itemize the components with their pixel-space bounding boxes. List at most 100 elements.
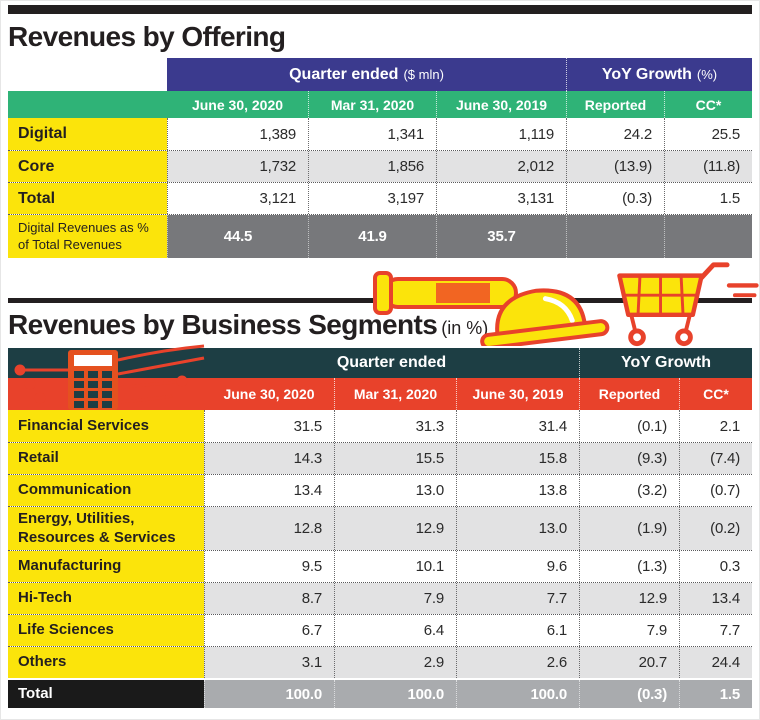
cell-value: 2.9 (334, 647, 456, 678)
segments-group-header-row: Quarter ended YoY Growth (8, 348, 752, 378)
cell-value: 24.4 (679, 647, 752, 678)
cell-value: (0.2) (679, 507, 752, 550)
group-header-unit: (%) (696, 67, 718, 82)
cell-value (664, 215, 752, 258)
row-label: Financial Services (8, 410, 204, 442)
table-row-core: Core 1,732 1,856 2,012 (13.9) (11.8) (8, 150, 752, 182)
cell-value: (0.3) (579, 680, 679, 708)
cell-value: (9.3) (579, 443, 679, 474)
column-header: Mar 31, 2020 (334, 378, 456, 410)
cell-value: 6.7 (204, 615, 334, 646)
cell-value: 3,197 (308, 183, 436, 214)
cell-value: (1.9) (579, 507, 679, 550)
cell-value: (13.9) (566, 151, 664, 182)
cell-value: 3.1 (204, 647, 334, 678)
cell-value: 7.9 (334, 583, 456, 614)
table-row-retail: Retail 14.3 15.5 15.8 (9.3) (7.4) (8, 442, 752, 474)
cell-value: 1,341 (308, 118, 436, 150)
row-label: Core (8, 151, 167, 182)
hard-hat-icon (480, 288, 610, 346)
group-header-label: Quarter ended (289, 65, 399, 83)
row-label: Communication (8, 475, 204, 506)
table-row-energy-utilities: Energy, Utilities, Resources & Services … (8, 506, 752, 550)
cell-value: (11.8) (664, 151, 752, 182)
cell-value: (0.7) (679, 475, 752, 506)
shopping-cart-icon (617, 262, 759, 347)
offering-column-header-row: June 30, 2020 Mar 31, 2020 June 30, 2019… (8, 91, 752, 118)
cell-value: 15.8 (456, 443, 579, 474)
table-row-total: Total 3,121 3,197 3,131 (0.3) 1.5 (8, 182, 752, 214)
cell-value: 3,121 (167, 183, 308, 214)
cell-value: (7.4) (679, 443, 752, 474)
calculator-icon (14, 344, 205, 410)
offering-title-text: Revenues by Offering (8, 21, 286, 52)
cell-value: 6.4 (334, 615, 456, 646)
cell-value: 35.7 (436, 215, 566, 258)
cell-value: 9.5 (204, 551, 334, 582)
header-spacer (8, 58, 167, 91)
cell-value: 44.5 (167, 215, 308, 258)
cell-value: 1.5 (679, 680, 752, 708)
table-row-financial-services: Financial Services 31.5 31.3 31.4 (0.1) … (8, 410, 752, 442)
cell-value: (0.1) (579, 410, 679, 442)
cell-value (566, 215, 664, 258)
cell-value: 100.0 (204, 680, 334, 708)
column-header: June 30, 2019 (456, 378, 579, 410)
cell-value: 7.7 (679, 615, 752, 646)
cell-value: 12.9 (334, 507, 456, 550)
yoy-growth-group-header: YoY Growth (%) (566, 58, 752, 91)
cell-value: 9.6 (456, 551, 579, 582)
cell-value: 31.5 (204, 410, 334, 442)
cell-value: 12.9 (579, 583, 679, 614)
yoy-growth-group-header: YoY Growth (579, 348, 752, 378)
row-label: Manufacturing (8, 551, 204, 582)
column-header: CC* (679, 378, 752, 410)
table-row-manufacturing: Manufacturing 9.5 10.1 9.6 (1.3) 0.3 (8, 550, 752, 582)
cell-value: 1,856 (308, 151, 436, 182)
segments-column-header-row: June 30, 2020 Mar 31, 2020 June 30, 2019… (8, 378, 752, 410)
segments-table: Quarter ended YoY Growth June 30, 2020 M… (8, 348, 752, 708)
cell-value: 6.1 (456, 615, 579, 646)
row-label: Energy, Utilities, Resources & Services (8, 507, 204, 550)
row-label: Hi-Tech (8, 583, 204, 614)
cell-value: 13.0 (334, 475, 456, 506)
cell-value: 13.0 (456, 507, 579, 550)
table-row-life-sciences: Life Sciences 6.7 6.4 6.1 7.9 7.7 (8, 614, 752, 646)
cell-value: 24.2 (566, 118, 664, 150)
cell-value: 31.4 (456, 410, 579, 442)
cell-value: 1,389 (167, 118, 308, 150)
header-spacer (8, 91, 167, 118)
cell-value: 41.9 (308, 215, 436, 258)
column-header: June 30, 2019 (436, 91, 566, 118)
top-rule (8, 5, 752, 14)
cell-value: (3.2) (579, 475, 679, 506)
group-header-label: YoY Growth (601, 65, 692, 83)
segments-title: Revenues by Business Segments (in %) (8, 309, 488, 341)
quarter-ended-group-header: Quarter ended ($ mln) (167, 58, 566, 91)
table-row-hi-tech: Hi-Tech 8.7 7.9 7.7 12.9 13.4 (8, 582, 752, 614)
cell-value: 0.3 (679, 551, 752, 582)
cell-value: 10.1 (334, 551, 456, 582)
cell-value: 100.0 (456, 680, 579, 708)
total-row: Total 100.0 100.0 100.0 (0.3) 1.5 (8, 678, 752, 708)
cell-value: 2,012 (436, 151, 566, 182)
cell-value: 13.8 (456, 475, 579, 506)
row-label: Life Sciences (8, 615, 204, 646)
cell-value: (1.3) (579, 551, 679, 582)
summary-row-label: Digital Revenues as % of Total Revenues (8, 215, 167, 258)
cell-value: 3,131 (436, 183, 566, 214)
group-header-unit: ($ mln) (403, 67, 444, 82)
column-header: June 30, 2020 (204, 378, 334, 410)
cell-value: 31.3 (334, 410, 456, 442)
cell-value: (0.3) (566, 183, 664, 214)
table-row-communication: Communication 13.4 13.0 13.8 (3.2) (0.7) (8, 474, 752, 506)
column-header: CC* (664, 91, 752, 118)
cell-value: 13.4 (679, 583, 752, 614)
cell-value: 15.5 (334, 443, 456, 474)
column-header: Reported (566, 91, 664, 118)
row-label: Digital (8, 118, 167, 150)
column-header: Mar 31, 2020 (308, 91, 436, 118)
segments-title-unit: (in %) (441, 318, 489, 338)
quarter-ended-group-header: Quarter ended (204, 348, 579, 378)
total-row-label: Total (8, 680, 204, 708)
